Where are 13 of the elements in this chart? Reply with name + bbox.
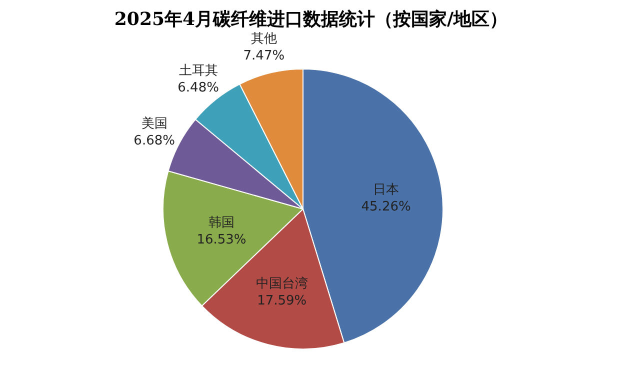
- data-label: 45.26%: [361, 200, 411, 215]
- data-label: 7.47%: [243, 48, 285, 64]
- slice-label: 美国: [141, 116, 168, 132]
- data-label: 17.59%: [257, 293, 307, 308]
- slice-label: 韩国: [208, 215, 234, 230]
- slice-label: 中国台湾: [256, 275, 308, 292]
- slice-label: 土耳其: [178, 64, 218, 79]
- chart-title: 2025年4月碳纤维进口数据统计（按国家/地区）: [113, 8, 509, 32]
- slice-label: 日本: [373, 182, 400, 198]
- slice-label: 其他: [250, 32, 277, 47]
- data-label: 16.53%: [196, 232, 246, 248]
- data-label: 6.48%: [178, 80, 219, 96]
- data-label: 6.68%: [134, 134, 175, 149]
